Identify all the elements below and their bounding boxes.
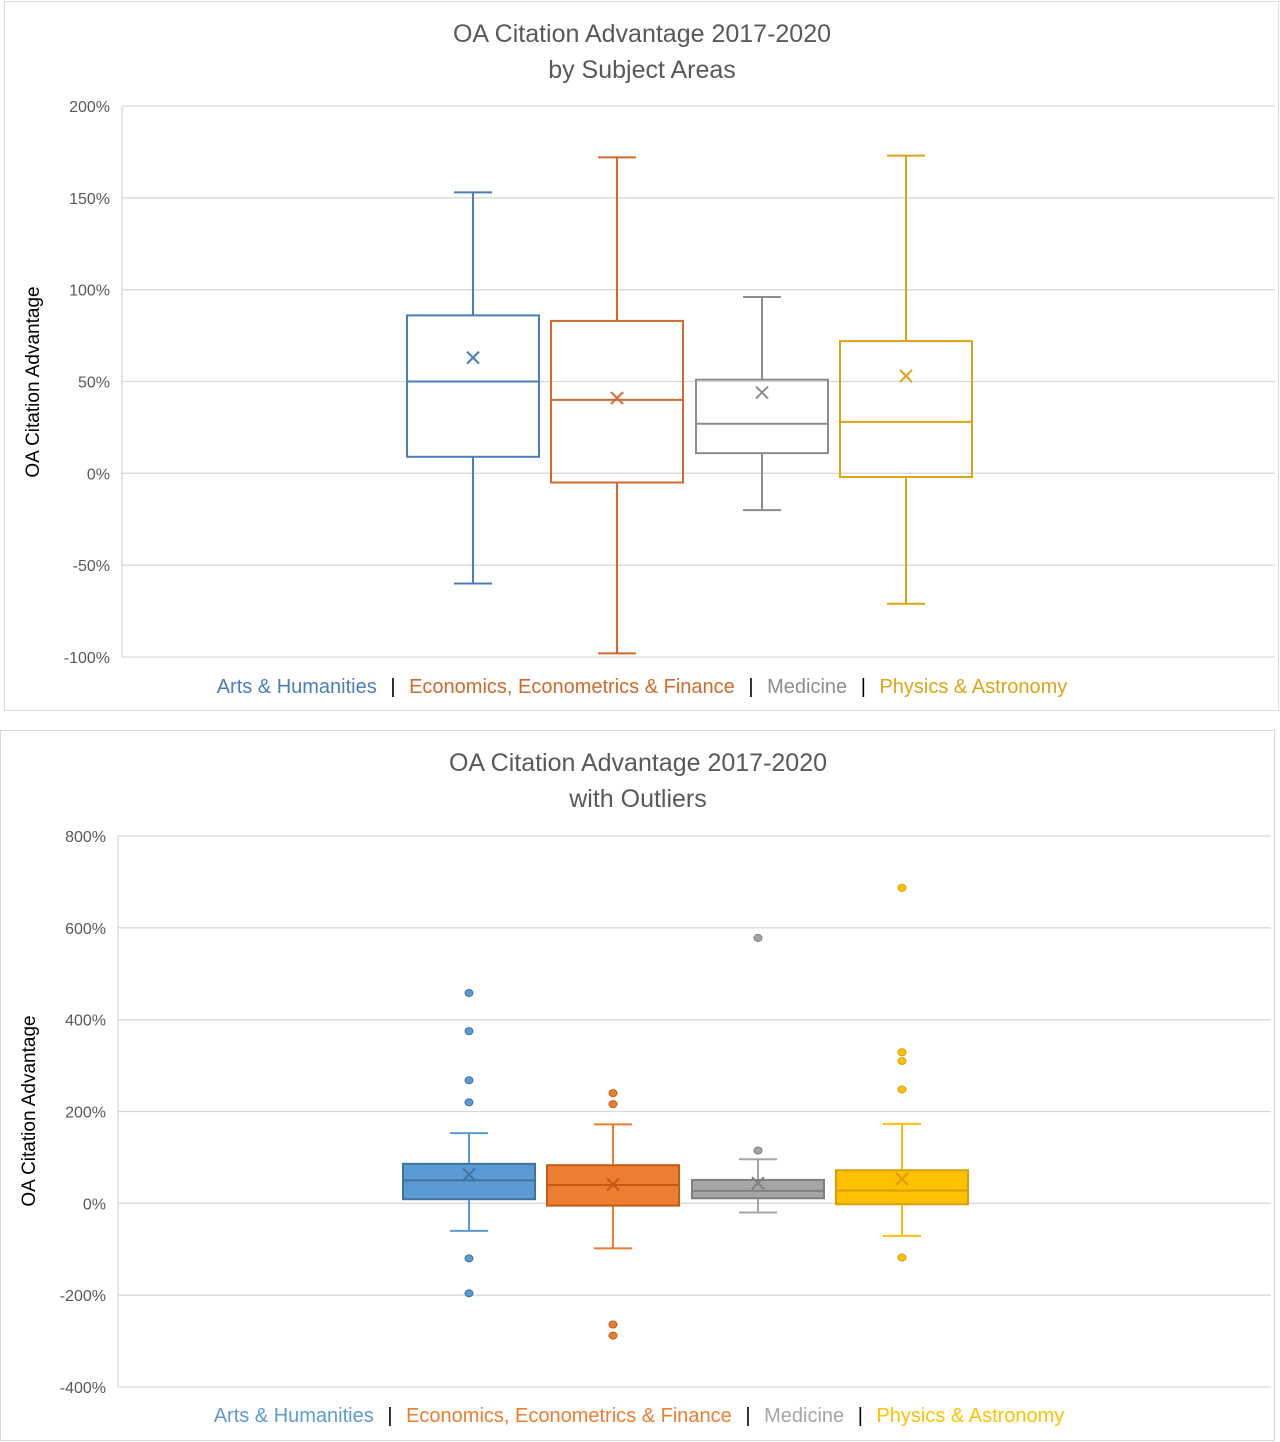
legend-separator: | xyxy=(745,1405,750,1427)
legend-separator: | xyxy=(390,676,395,698)
outlier-point xyxy=(608,1331,618,1340)
legend-item-physics-astronomy: Physics & Astronomy xyxy=(876,1405,1064,1427)
y-tick-label: 50% xyxy=(78,375,110,392)
outlier-point xyxy=(753,1146,763,1155)
y-tick-label: 0% xyxy=(87,466,110,483)
y-tick-label: 200% xyxy=(69,99,110,116)
y-tick-label: 400% xyxy=(65,1013,106,1030)
mean-marker xyxy=(606,1177,620,1192)
box-economics-econometrics-finance xyxy=(546,1089,680,1340)
mean-marker xyxy=(466,350,480,365)
legend-separator: | xyxy=(861,676,866,698)
y-tick-label: 150% xyxy=(69,191,110,208)
y-tick-label: 100% xyxy=(69,283,110,300)
outlier-point xyxy=(464,1254,474,1263)
outlier-point xyxy=(753,933,763,942)
outlier-point xyxy=(464,1027,474,1036)
chart-subtitle: with Outliers xyxy=(568,785,707,813)
box-economics-econometrics-finance xyxy=(550,156,684,655)
outlier-point xyxy=(464,1098,474,1107)
chart-title: OA Citation Advantage 2017-2020 xyxy=(453,20,831,48)
box-arts-humanities xyxy=(406,191,540,585)
iqr-box xyxy=(691,1178,825,1200)
outlier-point xyxy=(897,1085,907,1094)
outlier-point xyxy=(608,1320,618,1329)
mean-marker xyxy=(755,385,769,400)
legend-item-arts-humanities: Arts & Humanities xyxy=(217,676,377,698)
legend: Arts & Humanities | Economics, Econometr… xyxy=(214,1405,1065,1427)
mean-marker xyxy=(462,1167,476,1182)
iqr-box xyxy=(695,378,829,455)
mean-marker xyxy=(895,1172,909,1186)
y-tick-label: -400% xyxy=(60,1380,106,1397)
iqr-box xyxy=(839,340,973,479)
y-tick-label: -200% xyxy=(60,1288,106,1305)
legend-item-economics: Economics, Econometrics & Finance xyxy=(406,1405,732,1427)
mean-marker xyxy=(610,391,624,405)
iqr-box xyxy=(402,1162,536,1201)
box-medicine xyxy=(691,933,825,1214)
legend-item-arts-humanities: Arts & Humanities xyxy=(214,1405,374,1427)
outlier-point xyxy=(897,1056,907,1065)
box-physics-astronomy xyxy=(835,883,969,1262)
legend-item-economics: Economics, Econometrics & Finance xyxy=(409,676,735,698)
legend-separator: | xyxy=(858,1405,863,1427)
y-tick-label: 600% xyxy=(65,921,106,938)
outlier-point xyxy=(897,883,907,892)
iqr-box xyxy=(835,1169,969,1206)
box-arts-humanities xyxy=(402,989,536,1298)
box-plot-subject-areas: OA Citation Advantage 2017-2020 by Subje… xyxy=(23,20,1275,698)
outlier-point xyxy=(464,1289,474,1298)
chart-panel-with-outliers: OA Citation Advantage 2017-2020 with Out… xyxy=(0,730,1275,1441)
y-tick-label: 200% xyxy=(65,1105,106,1122)
iqr-box xyxy=(406,314,540,458)
legend-item-medicine: Medicine xyxy=(767,676,847,698)
outlier-point xyxy=(897,1048,907,1057)
y-tick-label: -50% xyxy=(73,558,110,575)
box-medicine xyxy=(695,296,829,512)
y-axis-label: OA Citation Advantage xyxy=(19,1015,40,1206)
y-tick-label: 0% xyxy=(83,1196,106,1213)
legend-separator: | xyxy=(748,676,753,698)
y-tick-label: 800% xyxy=(65,829,106,846)
chart-panel-subject-areas: OA Citation Advantage 2017-2020 by Subje… xyxy=(4,1,1279,711)
outlier-point xyxy=(608,1089,618,1098)
legend: Arts & Humanities | Economics, Econometr… xyxy=(217,676,1068,698)
outlier-point xyxy=(464,1076,474,1085)
iqr-box xyxy=(550,319,684,484)
chart-title: OA Citation Advantage 2017-2020 xyxy=(449,749,827,777)
box-physics-astronomy xyxy=(839,154,973,605)
outlier-point xyxy=(464,989,474,998)
legend-separator: | xyxy=(387,1405,392,1427)
chart-subtitle: by Subject Areas xyxy=(548,56,736,84)
outlier-point xyxy=(897,1253,907,1262)
legend-item-medicine: Medicine xyxy=(764,1405,844,1427)
y-axis-label: OA Citation Advantage xyxy=(23,286,44,477)
mean-marker xyxy=(751,1176,765,1190)
outlier-point xyxy=(608,1100,618,1109)
mean-marker xyxy=(899,369,913,383)
legend-item-physics-astronomy: Physics & Astronomy xyxy=(879,676,1067,698)
box-plot-with-outliers: OA Citation Advantage 2017-2020 with Out… xyxy=(19,749,1271,1427)
y-tick-label: -100% xyxy=(64,650,110,667)
